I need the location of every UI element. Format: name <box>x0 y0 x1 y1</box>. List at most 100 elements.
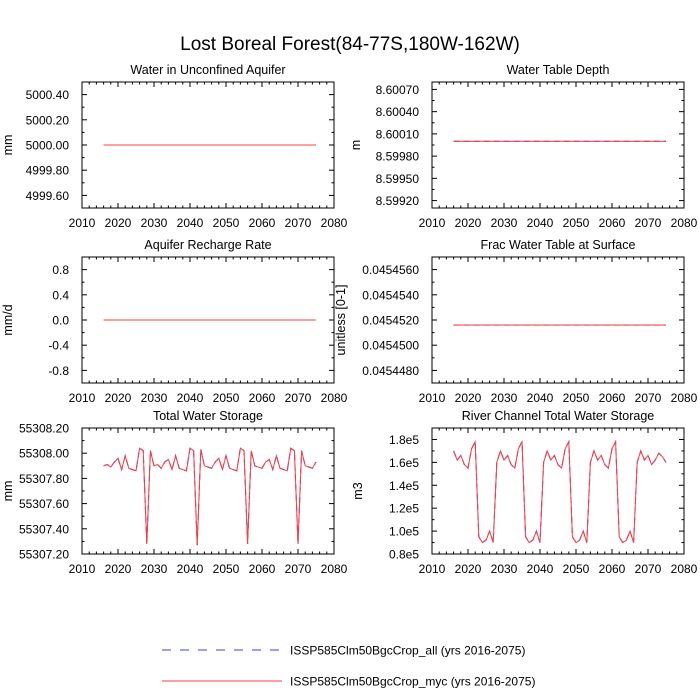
y-tick-label: 0.0 <box>52 314 69 328</box>
panel-2: Water Table Depth 2010 2020 2030 2040 2050 206… <box>349 63 698 230</box>
x-tick-label: 2050 <box>563 562 590 576</box>
y-tick-label: 8.59980 <box>376 150 420 164</box>
x-tick-label: 2020 <box>455 562 482 576</box>
panel-title: Water in Unconfined Aquifer <box>130 63 285 77</box>
y-tick-label: 0.0454540 <box>362 288 419 302</box>
y-axis-label: m <box>349 140 363 150</box>
y-axis-label: mm/d <box>1 304 15 335</box>
y-tick-label: 8.59920 <box>376 194 420 208</box>
x-tick-label: 2010 <box>419 391 446 405</box>
x-tick-label: 2020 <box>455 391 482 405</box>
x-tick-label: 2050 <box>563 391 590 405</box>
y-tick-label: 55307.60 <box>19 497 69 511</box>
x-tick-label: 2030 <box>491 391 518 405</box>
y-tick-label: 55307.20 <box>19 548 69 562</box>
y-axis-label: unitless [0-1] <box>334 285 348 356</box>
panel-title: Frac Water Table at Surface <box>481 238 636 252</box>
y-tick-label: 5000.20 <box>26 113 70 127</box>
x-tick-label: 2080 <box>671 216 698 230</box>
x-tick-label: 2010 <box>419 562 446 576</box>
series-line-myc <box>453 439 667 544</box>
y-tick-label: 0.8 <box>52 263 69 277</box>
panel-title: Total Water Storage <box>153 409 263 423</box>
panel-4: Frac Water Table at Surface 2010 2020 2030 2… <box>334 238 698 405</box>
y-tick-label: 0.0454520 <box>362 314 419 328</box>
x-tick-label: 2080 <box>671 562 698 576</box>
x-tick-label: 2040 <box>527 391 554 405</box>
legend-label: ISSP585Clm50BgcCrop_myc (yrs 2016-2075) <box>290 675 535 689</box>
plot-frame <box>431 81 685 209</box>
series-line-all <box>103 447 317 546</box>
x-tick-label: 2010 <box>419 216 446 230</box>
x-tick-label: 2020 <box>105 391 132 405</box>
x-tick-label: 2060 <box>599 562 626 576</box>
y-tick-label: 55308.00 <box>19 447 69 461</box>
y-axis-label: m3 <box>351 482 365 499</box>
x-tick-label: 2020 <box>105 562 132 576</box>
x-tick-label: 2030 <box>141 216 168 230</box>
x-tick-label: 2020 <box>105 216 132 230</box>
x-tick-label: 2060 <box>249 391 276 405</box>
y-axis-label: mm <box>1 135 15 156</box>
y-tick-label: 1.4e5 <box>389 479 419 493</box>
y-tick-label: 0.0454480 <box>362 364 419 378</box>
y-tick-label: 0.0454560 <box>362 263 419 277</box>
panel-title: Aquifer Recharge Rate <box>144 238 271 252</box>
y-tick-label: 0.8e5 <box>389 548 419 562</box>
y-tick-label: 1.0e5 <box>389 525 419 539</box>
y-tick-label: 8.60040 <box>376 105 420 119</box>
x-tick-label: 2040 <box>177 216 204 230</box>
x-tick-label: 2060 <box>249 562 276 576</box>
x-tick-label: 2050 <box>213 391 240 405</box>
y-tick-label: 55307.80 <box>19 472 69 486</box>
x-tick-label: 2040 <box>527 216 554 230</box>
y-tick-label: 8.60070 <box>376 83 420 97</box>
y-tick-label: 1.8e5 <box>389 433 419 447</box>
series-line-myc <box>103 447 317 546</box>
legend: ISSP585Clm50BgcCrop_all (yrs 2016-2075) I… <box>162 644 535 689</box>
y-tick-label: 55308.20 <box>19 422 69 436</box>
x-tick-label: 2050 <box>563 216 590 230</box>
panel-1: Water in Unconfined Aquifer 2010 2020 2030 2… <box>1 63 348 230</box>
panel-6: River Channel Total Water Storage 2010 202… <box>351 409 698 576</box>
x-tick-label: 2080 <box>321 216 348 230</box>
x-tick-label: 2070 <box>635 216 662 230</box>
plot-frame <box>431 427 685 555</box>
y-tick-label: 55307.40 <box>19 522 69 536</box>
x-tick-label: 2040 <box>177 391 204 405</box>
x-tick-label: 2030 <box>141 391 168 405</box>
x-tick-label: 2050 <box>213 562 240 576</box>
y-tick-label: -0.8 <box>48 364 69 378</box>
plot-frame <box>431 256 685 384</box>
x-tick-label: 2060 <box>599 391 626 405</box>
y-tick-label: 8.59950 <box>376 172 420 186</box>
x-tick-label: 2070 <box>635 391 662 405</box>
legend-label: ISSP585Clm50BgcCrop_all (yrs 2016-2075) <box>290 644 525 658</box>
y-tick-label: 4999.60 <box>26 189 70 203</box>
x-tick-label: 2030 <box>141 562 168 576</box>
x-tick-label: 2080 <box>321 562 348 576</box>
y-tick-label: 0.4 <box>52 288 69 302</box>
panel-title: River Channel Total Water Storage <box>462 409 655 423</box>
y-tick-label: 4999.80 <box>26 164 70 178</box>
y-axis-label: mm <box>1 481 15 502</box>
x-tick-label: 2040 <box>527 562 554 576</box>
x-tick-label: 2010 <box>69 216 96 230</box>
panel-3: Aquifer Recharge Rate 2010 2020 2030 2040 205… <box>1 238 348 405</box>
x-tick-label: 2060 <box>249 216 276 230</box>
y-tick-label: 8.60010 <box>376 127 420 141</box>
x-tick-label: 2060 <box>599 216 626 230</box>
x-tick-label: 2080 <box>671 391 698 405</box>
x-tick-label: 2070 <box>285 562 312 576</box>
y-tick-label: 0.0454500 <box>362 339 419 353</box>
x-tick-label: 2050 <box>213 216 240 230</box>
x-tick-label: 2040 <box>177 562 204 576</box>
y-tick-label: -0.4 <box>48 339 69 353</box>
x-tick-label: 2070 <box>635 562 662 576</box>
x-tick-label: 2010 <box>69 391 96 405</box>
panel-5: Total Water Storage 2010 2020 2030 2040 2050 2… <box>1 409 348 576</box>
x-tick-label: 2020 <box>455 216 482 230</box>
y-tick-label: 1.2e5 <box>389 502 419 516</box>
figure-title: Lost Boreal Forest(84-77S,180W-162W) <box>180 34 520 55</box>
